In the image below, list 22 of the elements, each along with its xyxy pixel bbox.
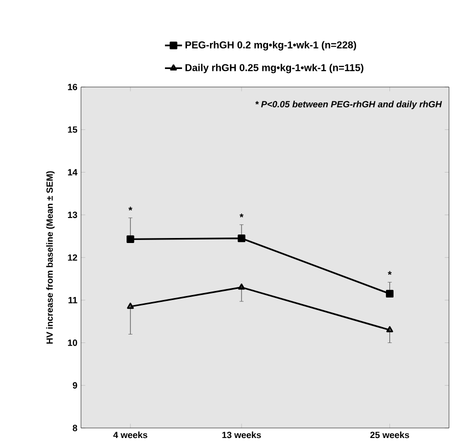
x-tick-label: 25 weeks	[370, 432, 410, 438]
y-tick-label: 13	[68, 212, 78, 218]
legend-label: Daily rhGH 0.25 mg•kg-1•wk-1 (n=115)	[186, 64, 364, 74]
annotation: * P<0.05 between PEG-rhGH and daily rhGH	[255, 100, 442, 110]
annotation: *	[128, 206, 132, 210]
point	[126, 235, 134, 243]
y-tick-label: 11	[68, 297, 78, 304]
legend-label: PEG-rhGH 0.2 mg•kg-1•wk-1 (n=228)	[186, 41, 356, 50]
annotation: *	[240, 214, 244, 218]
y-axis-title: HV increase from baseline (Mean ± SEM)	[46, 171, 55, 344]
y-tick-label: 9	[72, 382, 78, 389]
y-tick-label: 12	[68, 254, 78, 261]
y-tick-label: 16	[68, 84, 78, 90]
annotation: *	[388, 271, 392, 275]
x-tick-label: 13 weeks	[222, 432, 261, 438]
y-tick-label: 8	[72, 424, 78, 432]
x-tick-label: 4 weeks	[113, 432, 148, 438]
y-tick-label: 15	[68, 126, 78, 133]
y-tick-label: 10	[68, 340, 78, 346]
y-tick-label: 14	[68, 169, 78, 176]
point	[238, 234, 246, 242]
point	[386, 290, 394, 298]
